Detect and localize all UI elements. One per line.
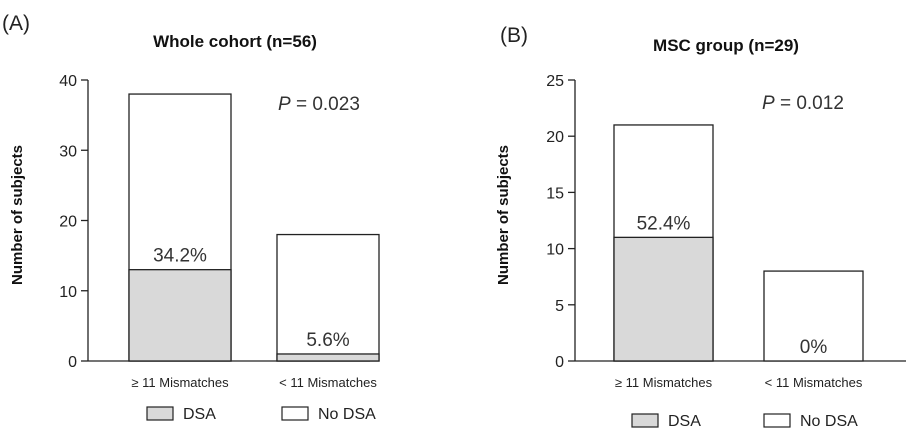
panel-a-legend-label: No DSA <box>318 406 376 423</box>
panel-a-bar-dsa <box>276 353 380 362</box>
panel-a-percent-label: 5.6% <box>306 330 349 351</box>
panel-a-y-tick-label: 30 <box>59 143 77 160</box>
panel-b-y-tick-label: 20 <box>546 129 564 146</box>
panel-b-legend-swatch <box>631 413 659 428</box>
panel-a-legend-swatch <box>281 406 309 421</box>
panel-a-category-label: < 11 Mismatches <box>279 375 377 390</box>
panel-a-plot: 0 10 20 30 40 34.2% ≥ 11 Mismatches 5.6% < 11 Mi… <box>59 73 380 423</box>
panel-b-legend-label: DSA <box>668 413 701 430</box>
panel-b-bar-dsa <box>613 236 714 362</box>
panel-b-p-value: P = 0.012 <box>762 93 844 114</box>
panel-b-y-tick-label: 10 <box>546 242 564 259</box>
panel-a-percent-label: 34.2% <box>153 246 207 267</box>
panel-a-bar-dsa <box>128 269 232 362</box>
panel-b-plot: 0 5 10 15 20 25 52.4% ≥ 11 Mismatches 0% < 11 Mis… <box>546 73 906 430</box>
panel-a-y-tick-label: 40 <box>59 73 77 90</box>
panel-b-category-label: < 11 Mismatches <box>765 375 863 390</box>
panel-b-percent-label: 52.4% <box>637 213 691 234</box>
panel-a-category-label: ≥ 11 Mismatches <box>131 375 229 390</box>
panel-b-y-tick-label: 0 <box>555 354 564 371</box>
panel-a-legend-swatch <box>146 406 174 421</box>
panel-a-p-value: P = 0.023 <box>278 94 360 115</box>
panel-b-bar-no-dsa <box>763 270 864 362</box>
panel-b-category-label: ≥ 11 Mismatches <box>615 375 713 390</box>
panel-a-legend-label: DSA <box>183 406 216 423</box>
panel-a-y-axis-label: Number of subjects <box>9 145 26 285</box>
panel-a-bar-no-dsa <box>276 233 380 362</box>
panel-b-legend-swatch <box>763 413 791 428</box>
panel-b-title: MSC group (n=29) <box>653 36 799 55</box>
panel-b-y-tick-label: 5 <box>555 298 564 315</box>
panel-a-title: Whole cohort (n=56) <box>153 32 317 51</box>
panel-a-y-tick-label: 20 <box>59 214 77 231</box>
panel-a-y-tick-label: 10 <box>59 284 77 301</box>
panel-b-letter: (B) <box>500 24 528 47</box>
panel-b-y-tick-label: 25 <box>546 73 564 90</box>
panel-b-y-tick-label: 15 <box>546 185 564 202</box>
panel-b-legend-label: No DSA <box>800 413 858 430</box>
panel-a-y-tick-label: 0 <box>68 354 77 371</box>
panel-b-y-axis-label: Number of subjects <box>495 145 512 285</box>
panel-a-letter: (A) <box>2 12 30 35</box>
panel-b-percent-label: 0% <box>800 337 828 358</box>
